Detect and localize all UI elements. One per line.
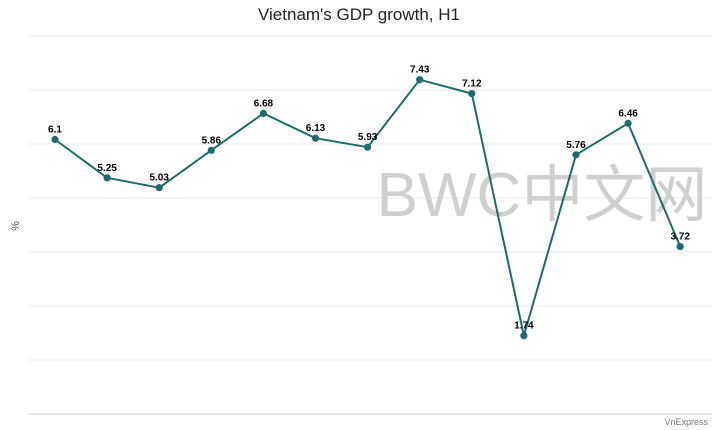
y-axis-label: % — [10, 221, 22, 231]
data-label: 6.13 — [306, 123, 326, 134]
data-label: 6.46 — [618, 108, 638, 119]
data-point — [416, 76, 424, 84]
labels-layer: 6.1 5.25 5.03 5.86 6.68 6.13 5.93 7.43 7.12 1.74 5… — [48, 65, 690, 332]
points-layer — [51, 76, 684, 340]
data-label: 5.86 — [202, 135, 222, 146]
data-point — [468, 90, 476, 98]
data-point — [624, 119, 632, 127]
data-point — [259, 109, 267, 117]
source-credit: VnExpress — [664, 417, 708, 427]
data-point — [311, 134, 320, 142]
data-label: 6.68 — [254, 98, 274, 109]
data-label: 7.43 — [410, 65, 430, 76]
data-point — [520, 332, 528, 340]
data-label: 3.72 — [670, 232, 690, 243]
data-label: 6.1 — [48, 125, 62, 136]
data-point — [103, 174, 111, 182]
chart-title: Vietnam's GDP growth, H1 — [258, 5, 460, 24]
data-point — [155, 184, 163, 192]
data-point — [207, 146, 215, 154]
data-point — [572, 151, 580, 159]
watermark: BWC中文网 — [377, 161, 708, 230]
data-point — [364, 143, 372, 151]
data-point — [676, 243, 684, 251]
data-label: 1.74 — [514, 321, 534, 332]
data-label: 5.76 — [566, 140, 586, 151]
data-label: 5.03 — [149, 173, 169, 184]
data-point — [51, 135, 59, 144]
data-label: 5.25 — [97, 163, 117, 174]
data-label: 7.12 — [462, 79, 482, 90]
data-label: 5.93 — [358, 132, 378, 143]
